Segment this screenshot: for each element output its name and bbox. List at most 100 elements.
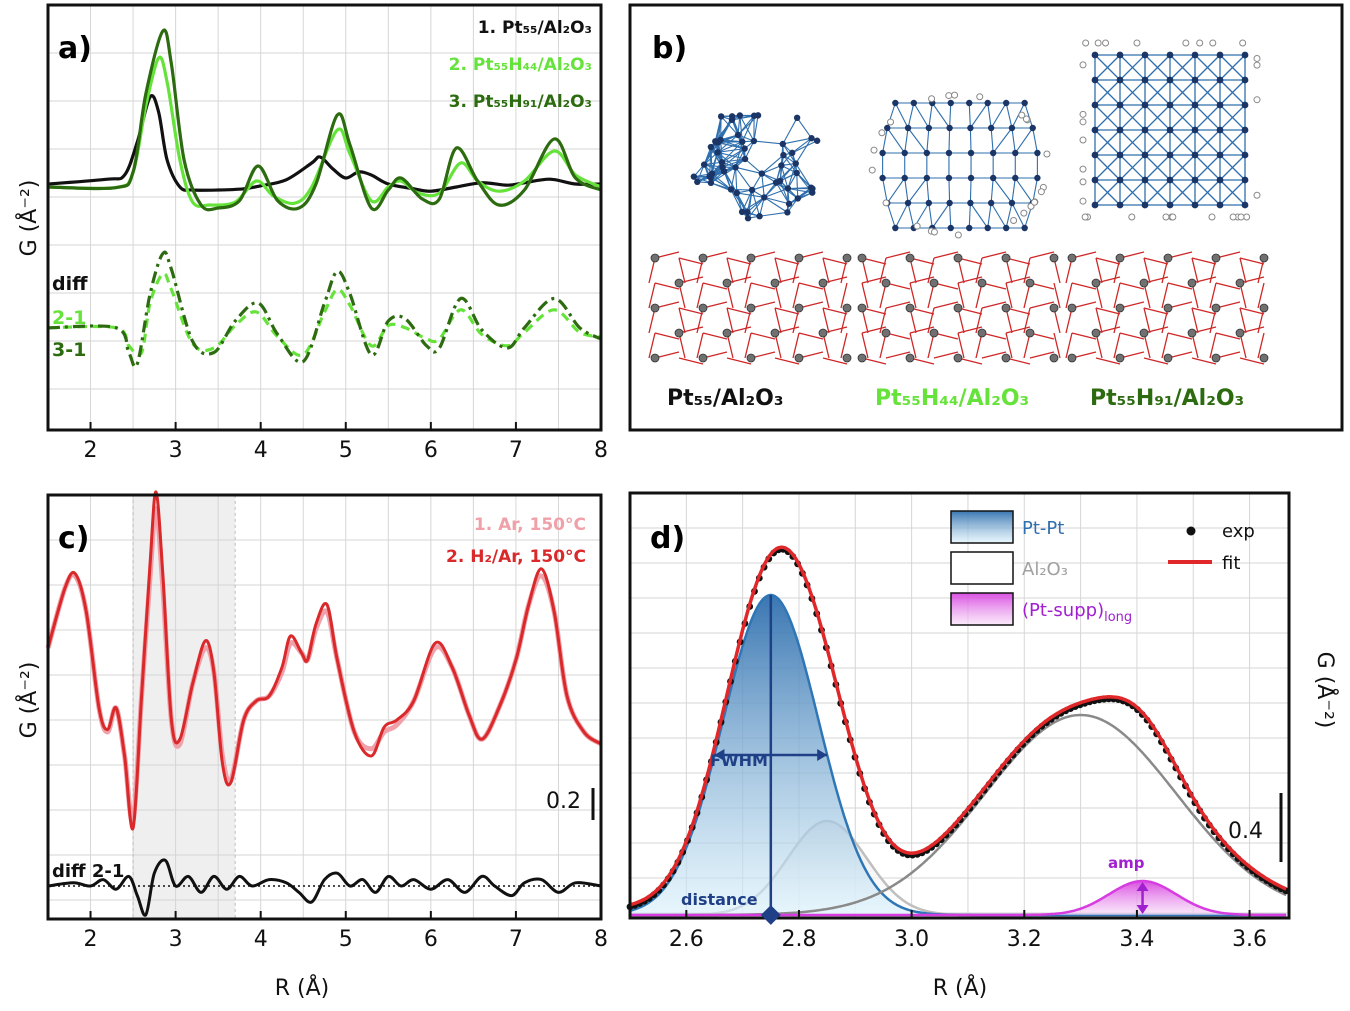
pt-atom <box>1141 101 1149 109</box>
pt-bond <box>1119 104 1146 131</box>
al-atom <box>746 353 756 363</box>
h-atom <box>930 228 938 236</box>
pt-bond <box>780 165 789 189</box>
al-atom <box>842 253 852 263</box>
legend-d-ptsupp: (Pt-supp)long <box>1022 600 1132 625</box>
pt-atom <box>1241 101 1249 109</box>
alumina-bond <box>981 351 1007 359</box>
pt-bond <box>1014 177 1034 204</box>
component-area-1 <box>630 595 1287 915</box>
alumina-bond <box>1071 282 1097 290</box>
pt-atom <box>1166 126 1174 134</box>
pt-atom <box>739 138 746 145</box>
h-atom <box>1079 61 1087 69</box>
x-tick-label: 3 <box>169 438 183 463</box>
al-atom <box>857 303 867 313</box>
al-atom <box>698 353 708 363</box>
pt-atom <box>1191 126 1199 134</box>
pt-bond <box>714 119 733 142</box>
alumina-bond <box>1095 257 1121 265</box>
panel-c-ticks: 2 3 4 5 6 7 8 <box>84 911 608 952</box>
h-atom <box>1031 198 1039 206</box>
alumina-bond <box>933 351 959 359</box>
al-atom <box>794 253 804 263</box>
al-atom <box>1139 278 1149 288</box>
pt-atom <box>1216 126 1224 134</box>
pt-bond <box>787 163 797 189</box>
panel-d-ticks: 2.6 2.8 3.0 3.2 3.4 3.6 <box>669 910 1267 952</box>
h-atom <box>954 231 962 239</box>
amp-label: amp <box>1108 854 1145 872</box>
al-atom <box>1049 253 1059 263</box>
al-atom <box>1163 303 1173 313</box>
legend-c-series-2: 2. H₂/Ar, 150°C <box>446 547 586 567</box>
pt-bond <box>710 176 732 190</box>
al-atom <box>650 353 660 363</box>
pt-bond <box>907 177 928 204</box>
alumina-bond <box>648 282 656 309</box>
pt-bond <box>1194 154 1221 181</box>
pt-bond <box>747 196 765 213</box>
pt-atom <box>1166 76 1174 84</box>
pt-atom <box>1091 201 1099 209</box>
al-atom <box>770 328 780 338</box>
pt-atom <box>904 199 912 207</box>
pt-atom <box>778 162 785 169</box>
al-atom <box>929 278 939 288</box>
panel-b-label-pt55h91: Pt₅₅H₉₁/Al₂O₃ <box>1090 386 1244 411</box>
panel-c-frame <box>46 493 603 921</box>
al-atom <box>1091 278 1101 288</box>
pt-bond <box>782 117 798 145</box>
pt-atom <box>967 199 974 207</box>
al-atom <box>1235 278 1245 288</box>
al-atom <box>722 278 732 288</box>
pt-atom <box>1241 126 1249 134</box>
pt-atom <box>761 194 768 201</box>
h-atom <box>1237 213 1245 221</box>
pt-atom <box>793 169 800 177</box>
alumina-bond <box>696 332 704 359</box>
h-atom <box>1079 165 1087 173</box>
x-tick-label: 3.6 <box>1232 927 1267 952</box>
pt-atom <box>1191 201 1199 209</box>
pt-atom <box>748 186 756 194</box>
alumina-bond <box>726 357 752 365</box>
pt-atom <box>984 224 991 232</box>
alumina-bond <box>744 332 752 359</box>
pt-atom <box>707 143 715 151</box>
alumina-bond <box>726 307 752 315</box>
alumina-bond <box>822 307 830 334</box>
pt-atom <box>987 124 995 132</box>
alumina-bond <box>648 332 656 359</box>
pt-atom <box>984 99 991 107</box>
panel-d-legend: Pt-Pt Al₂O₃ (Pt-supp)long exp fit <box>950 510 1255 626</box>
pt-atom <box>1091 101 1099 109</box>
pt-bond <box>969 127 972 154</box>
panel-c: 2 3 4 5 6 7 8 c) G (Å⁻²) R (Å) 1. Ar, 150°C 2.… <box>15 490 608 1001</box>
pt-atom <box>1116 176 1124 184</box>
alumina-bond <box>1161 282 1169 309</box>
pt-atom <box>750 137 758 145</box>
panel-c-label: c) <box>58 521 90 556</box>
h-atom <box>1079 197 1087 205</box>
alumina-bond <box>678 257 686 284</box>
series-line-2 <box>46 490 602 831</box>
pt-bond <box>1144 179 1171 206</box>
panel-c-scale-label: 0.2 <box>546 789 581 814</box>
alumina-bond <box>1119 282 1145 290</box>
panel-a-diff-3-1-label: 3-1 <box>52 339 86 361</box>
pt-atom <box>1141 201 1149 209</box>
al-atom <box>905 303 915 313</box>
alumina-bond <box>1215 282 1241 290</box>
alumina-bond <box>1095 257 1103 284</box>
al-atom <box>977 278 987 288</box>
fwhm-arrow-left <box>714 749 725 761</box>
pt-atom <box>945 149 953 157</box>
pt-bond <box>731 115 755 121</box>
al-atom <box>818 278 828 288</box>
alumina-bond <box>909 282 917 309</box>
pt-atom <box>708 170 716 177</box>
x-tick-label: 7 <box>509 927 523 952</box>
al-atom <box>1001 303 1011 313</box>
panel-a-label: a) <box>58 31 92 66</box>
